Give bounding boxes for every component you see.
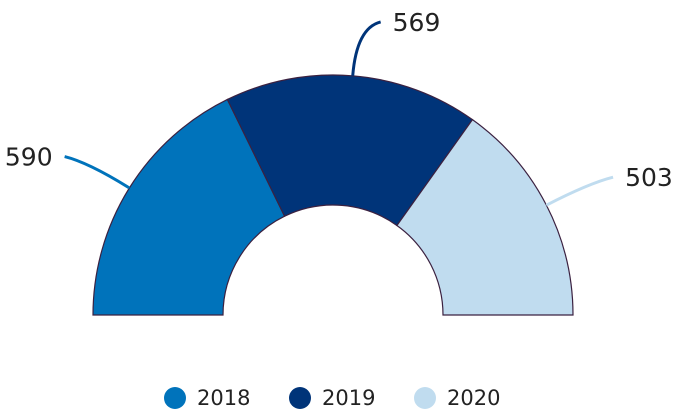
- leader-line: [351, 20, 382, 76]
- leader-line: [545, 175, 614, 207]
- leader-line: [64, 155, 131, 190]
- slice: [92, 98, 286, 316]
- slice: [226, 74, 474, 227]
- legend-label: 2019: [322, 386, 375, 410]
- legend-label: 2018: [197, 386, 250, 410]
- legend-label: 2020: [447, 386, 500, 410]
- legend-marker: [164, 387, 186, 409]
- legend-marker: [414, 387, 436, 409]
- legend-marker: [289, 387, 311, 409]
- value-label: 590: [5, 143, 53, 172]
- value-label: 569: [393, 8, 441, 37]
- slice: [396, 118, 574, 316]
- value-label: 503: [625, 163, 673, 192]
